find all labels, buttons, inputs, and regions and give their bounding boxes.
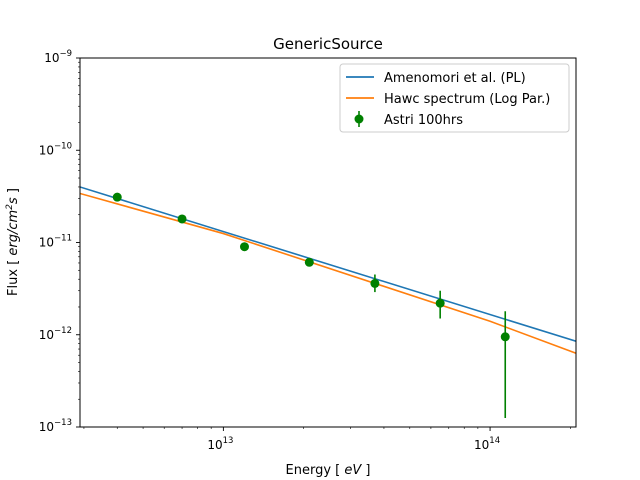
data-point	[435, 298, 445, 308]
chart-title: GenericSource	[273, 35, 383, 53]
legend-entry-label: Hawc spectrum (Log Par.)	[384, 92, 550, 107]
plot-area	[80, 186, 576, 419]
series-line-1	[80, 186, 576, 343]
legend-box	[339, 63, 570, 133]
data-point	[177, 214, 187, 224]
y-axis-label: Flux [ erg/cm2s ]	[5, 188, 21, 296]
data-point	[500, 332, 510, 342]
data-point	[112, 192, 122, 202]
legend-entry-label: Amenomori et al. (PL)	[384, 71, 526, 86]
series-line-2	[80, 192, 576, 355]
data-point	[304, 257, 314, 267]
legend: Amenomori et al. (PL) Hawc spectrum (Log …	[339, 63, 570, 133]
x-axis-label: Energy [ eV ]	[286, 463, 371, 478]
legend-entry-label: Astri 100hrs	[384, 113, 463, 128]
legend-marker-swatch	[354, 114, 364, 124]
data-point	[239, 242, 249, 252]
data-point	[370, 278, 380, 288]
